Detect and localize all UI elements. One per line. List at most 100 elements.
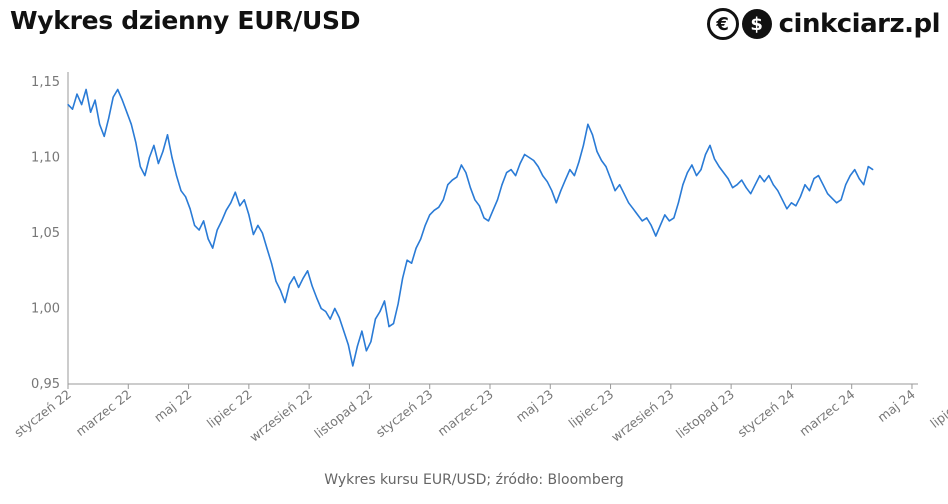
data-point	[650, 224, 652, 226]
data-point	[822, 184, 824, 186]
x-tick-label: styczeń 24	[735, 387, 798, 441]
x-tick-label: marzec 24	[796, 387, 857, 439]
data-point	[506, 172, 508, 174]
data-point	[442, 199, 444, 201]
data-point	[750, 193, 752, 195]
data-point	[691, 164, 693, 166]
y-axis: 1,15 1,10 1,05 1,00 0,95	[31, 72, 69, 392]
data-point	[162, 150, 164, 153]
data-point	[718, 166, 720, 168]
data-point	[343, 330, 345, 332]
data-point	[157, 162, 159, 165]
data-point	[180, 190, 182, 192]
data-point	[741, 179, 743, 181]
series-line-eur-usd	[67, 88, 874, 367]
data-point	[655, 235, 657, 237]
data-point	[329, 318, 331, 320]
data-point	[433, 209, 435, 211]
x-tick-label: maj 24	[875, 387, 918, 425]
x-tick-label: lipiec 22	[204, 387, 255, 431]
data-point	[591, 134, 594, 136]
data-point	[854, 169, 856, 171]
data-point	[804, 184, 806, 186]
data-point	[320, 307, 322, 310]
data-point	[279, 289, 282, 291]
x-tick-label: wrzesień 23	[608, 387, 676, 445]
data-point	[501, 184, 503, 186]
data-point	[175, 175, 178, 177]
data-point	[148, 156, 150, 159]
data-point	[225, 209, 227, 211]
data-point	[858, 178, 860, 180]
data-point	[135, 141, 137, 143]
data-point	[266, 247, 268, 249]
data-point	[307, 270, 309, 272]
data-point	[139, 166, 141, 168]
data-point	[216, 229, 218, 231]
data-point	[90, 111, 92, 113]
data-point	[528, 156, 530, 159]
data-point	[465, 172, 467, 174]
data-point	[334, 307, 336, 310]
data-point	[817, 175, 820, 177]
data-point	[325, 310, 327, 313]
data-point	[845, 184, 847, 186]
data-point	[496, 199, 499, 201]
data-point	[569, 169, 571, 171]
dollar-coin-icon: $	[741, 9, 772, 39]
data-point	[623, 193, 625, 195]
data-point	[189, 208, 191, 210]
data-point	[153, 144, 155, 146]
data-point	[564, 179, 566, 181]
data-point	[383, 300, 386, 302]
y-tick-label: 1,05	[31, 226, 60, 241]
x-tick-label: styczeń 23	[373, 387, 436, 441]
data-point	[786, 208, 788, 210]
data-point	[519, 162, 521, 165]
data-point	[732, 187, 734, 189]
data-point	[763, 181, 765, 183]
data-point	[515, 175, 517, 177]
data-point	[632, 208, 634, 210]
data-point	[537, 166, 539, 168]
data-point	[831, 197, 833, 199]
data-point	[370, 341, 372, 343]
data-point	[478, 205, 480, 207]
brand-logo: € $ cinkciarz.pl	[706, 8, 941, 40]
data-point	[347, 344, 349, 346]
data-point	[542, 175, 544, 177]
data-point	[130, 123, 132, 125]
data-point	[546, 181, 548, 183]
data-point	[121, 99, 123, 101]
data-point	[795, 205, 797, 207]
data-point	[270, 262, 273, 264]
data-point	[361, 330, 363, 332]
data-point	[754, 184, 756, 186]
data-point	[239, 205, 241, 207]
data-point	[356, 345, 358, 347]
data-point	[243, 199, 245, 201]
data-point	[185, 196, 187, 198]
data-point	[198, 229, 200, 231]
data-point	[103, 135, 105, 137]
data-point	[614, 190, 616, 192]
data-point	[709, 144, 711, 146]
data-point	[257, 224, 259, 226]
data-point	[203, 220, 205, 222]
data-point	[144, 175, 146, 177]
data-point	[713, 158, 716, 160]
data-point	[781, 199, 784, 201]
data-point	[487, 220, 490, 222]
data-point	[284, 301, 286, 304]
data-point	[610, 178, 612, 180]
data-point	[836, 202, 838, 204]
data-point	[813, 178, 815, 180]
data-point	[628, 202, 630, 204]
data-point	[76, 93, 78, 95]
data-point	[388, 326, 390, 328]
data-point	[483, 217, 485, 219]
data-point	[840, 199, 842, 201]
chart-title: Wykres dzienny EUR/USD	[10, 6, 361, 35]
euro-coin-icon: €	[706, 8, 739, 40]
